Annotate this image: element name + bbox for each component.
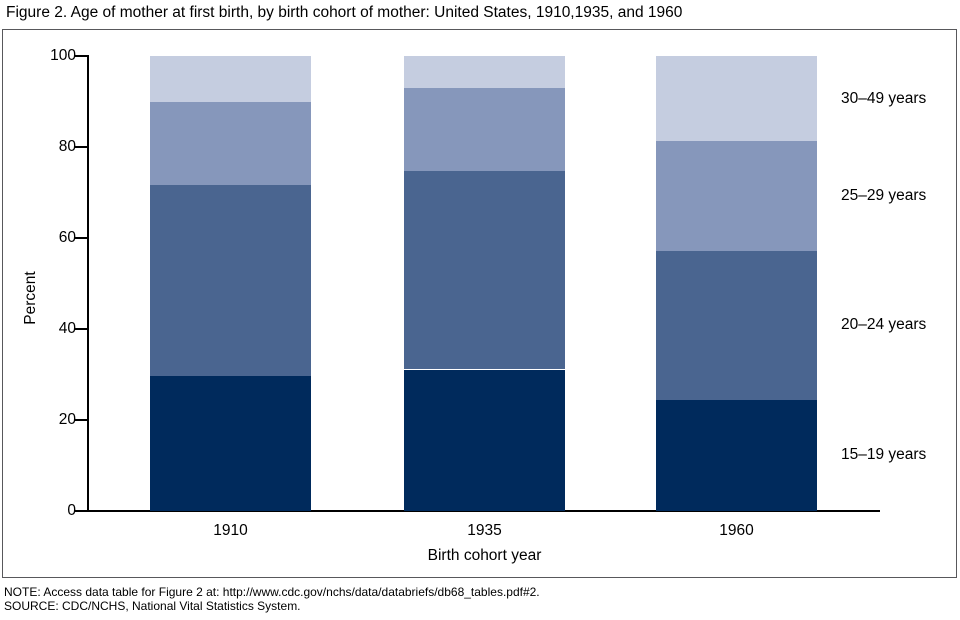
bar-segment-1935-30-49-years bbox=[404, 56, 565, 88]
y-tick-label-0: 0 bbox=[67, 502, 76, 519]
bar-segment-1910-25-29-years bbox=[150, 101, 311, 186]
bar-segment-1935-20-24-years bbox=[404, 171, 565, 370]
x-axis-line bbox=[87, 510, 880, 512]
note-text: NOTE: Access data table for Figure 2 at:… bbox=[4, 585, 540, 599]
legend-label-15-19-years: 15–19 years bbox=[841, 446, 927, 464]
legend-label-25-29-years: 25–29 years bbox=[841, 186, 927, 204]
y-axis-line bbox=[87, 55, 89, 512]
x-tick-label-1910: 1910 bbox=[213, 522, 248, 539]
y-axis-title: Percent bbox=[22, 271, 39, 325]
bar-segment-1960-25-29-years bbox=[656, 141, 817, 251]
source-text: SOURCE: CDC/NCHS, National Vital Statist… bbox=[4, 599, 301, 613]
y-tick-label-100: 100 bbox=[50, 47, 76, 64]
y-tick-60 bbox=[74, 237, 87, 239]
y-tick-20 bbox=[74, 419, 87, 421]
x-tick-label-1960: 1960 bbox=[719, 522, 754, 539]
legend-label-20-24-years: 20–24 years bbox=[841, 316, 927, 334]
bar-segment-1910-30-49-years bbox=[150, 56, 311, 102]
y-tick-0 bbox=[74, 510, 87, 512]
x-axis-title: Birth cohort year bbox=[427, 547, 542, 564]
bar-segment-1960-15-19-years bbox=[656, 399, 817, 511]
y-tick-40 bbox=[74, 328, 87, 330]
bar-segment-1935-25-29-years bbox=[404, 87, 565, 172]
legend-label-30-49-years: 30–49 years bbox=[841, 89, 927, 107]
figure-title: Figure 2. Age of mother at first birth, … bbox=[6, 4, 683, 21]
y-tick-80 bbox=[74, 146, 87, 148]
x-tick-label-1935: 1935 bbox=[467, 522, 502, 539]
y-tick-100 bbox=[74, 55, 87, 57]
bar-segment-1910-20-24-years bbox=[150, 185, 311, 376]
y-tick-label-20: 20 bbox=[58, 411, 76, 428]
y-tick-label-80: 80 bbox=[58, 138, 76, 155]
y-tick-label-40: 40 bbox=[58, 320, 76, 337]
bar-segment-1960-20-24-years bbox=[656, 250, 817, 400]
y-tick-label-60: 60 bbox=[58, 229, 76, 246]
bar-segment-1910-15-19-years bbox=[150, 375, 311, 511]
bar-segment-1935-15-19-years bbox=[404, 369, 565, 511]
bar-segment-1960-30-49-years bbox=[656, 56, 817, 142]
